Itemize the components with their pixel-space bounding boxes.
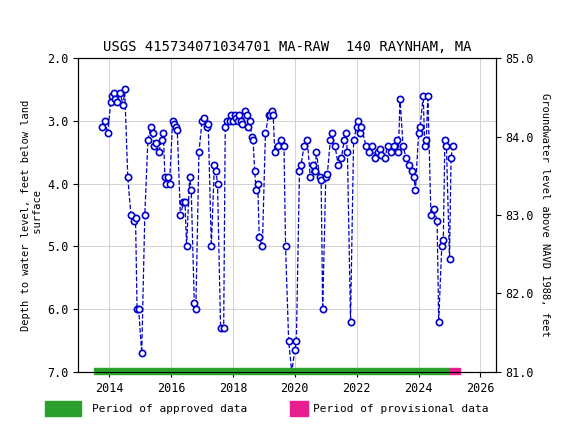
Text: ▒USGS: ▒USGS [10, 14, 74, 31]
Text: Period of provisional data: Period of provisional data [313, 403, 489, 414]
Y-axis label: Depth to water level, feet below land
 surface: Depth to water level, feet below land su… [21, 99, 43, 331]
Bar [290, 401, 309, 416]
Title: USGS 415734071034701 MA-RAW  140 RAYNHAM, MA: USGS 415734071034701 MA-RAW 140 RAYNHAM,… [103, 40, 472, 54]
Bar [450, 368, 461, 374]
Y-axis label: Groundwater level above NAVD 1988, feet: Groundwater level above NAVD 1988, feet [539, 93, 550, 337]
Text: Period of approved data: Period of approved data [92, 403, 247, 414]
Bar [94, 368, 450, 374]
Bar [45, 401, 81, 416]
